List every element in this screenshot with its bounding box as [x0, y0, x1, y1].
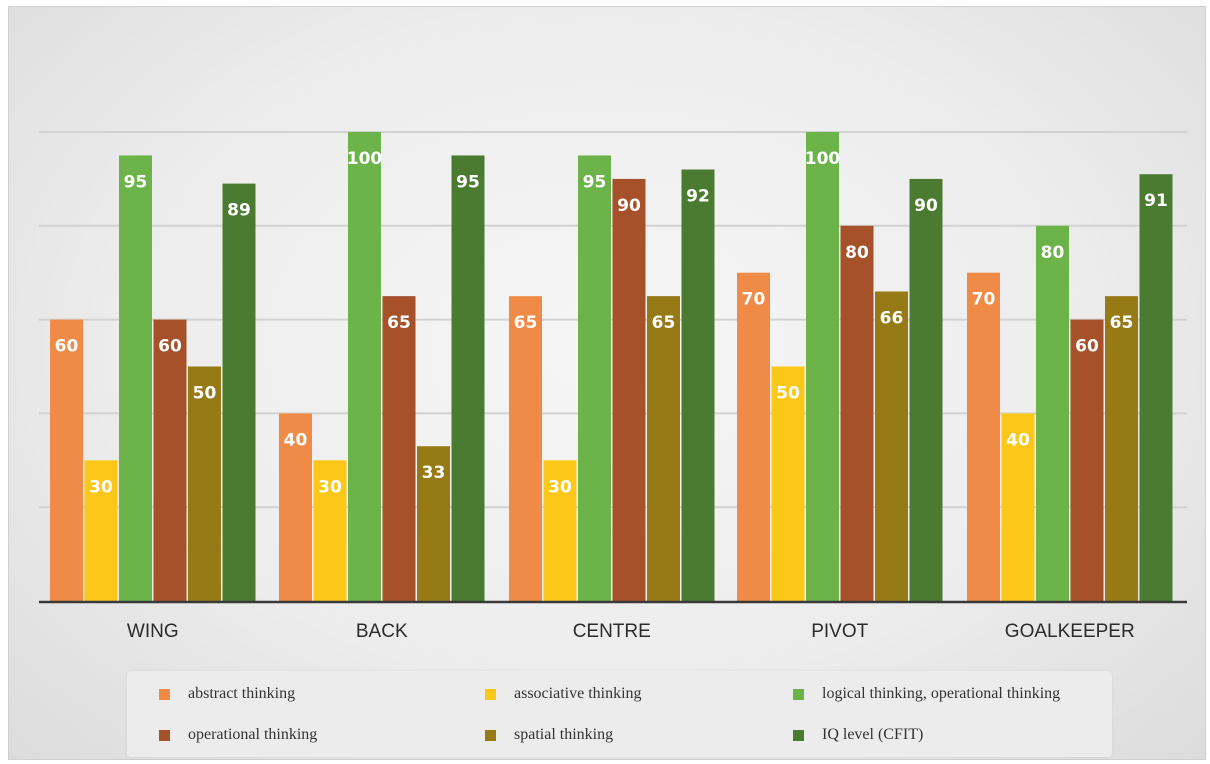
- legend-swatch: [159, 688, 170, 700]
- bar: [84, 460, 118, 601]
- bars: [50, 132, 1173, 602]
- data-label: 95: [124, 172, 148, 192]
- x-axis-labels: WING BACK CENTRE PIVOT GOALKEEPER: [127, 621, 1135, 642]
- legend-swatch: [793, 729, 804, 741]
- bar: [222, 183, 256, 601]
- data-label: 65: [514, 313, 538, 333]
- data-label: 90: [914, 196, 938, 216]
- data-label: 65: [1110, 313, 1134, 333]
- data-label: 60: [158, 337, 182, 357]
- bar: [1070, 319, 1104, 601]
- legend-swatch: [159, 729, 170, 741]
- bar: [451, 155, 485, 601]
- bar: [578, 155, 611, 601]
- data-label: 40: [284, 430, 308, 450]
- data-label: 30: [318, 477, 342, 497]
- legend-label: associative thinking: [514, 685, 642, 702]
- x-tick-label: BACK: [356, 621, 408, 642]
- data-label: 65: [652, 313, 676, 333]
- bar: [417, 446, 450, 601]
- data-label: 60: [55, 337, 79, 357]
- data-label: 33: [422, 463, 446, 483]
- bar: [509, 296, 542, 601]
- data-label: 100: [347, 149, 383, 169]
- bar: [153, 319, 187, 601]
- legend-item-spatial-thinking: spatial thinking: [485, 724, 613, 746]
- bar: [279, 413, 312, 601]
- data-label: 92: [686, 187, 710, 207]
- legend-item-abstract-thinking: abstract thinking: [159, 683, 295, 705]
- data-label: 100: [805, 149, 841, 169]
- data-label: 30: [89, 477, 113, 497]
- data-label: 50: [776, 384, 800, 404]
- legend-item-associative-thinking: associative thinking: [485, 683, 642, 705]
- bar: [119, 155, 152, 601]
- data-label: 60: [1075, 337, 1099, 357]
- bar: [737, 272, 770, 601]
- bar: [313, 460, 347, 601]
- bar: [348, 132, 381, 601]
- legend-swatch: [485, 688, 496, 700]
- bar: [543, 460, 577, 601]
- data-label: 66: [880, 308, 904, 328]
- bar-chart: 60 30 95 60 50 89 40 30 100 65 33 95 65 30 95 90 65 92 70 5…: [39, 131, 1187, 642]
- data-label: 91: [1144, 191, 1168, 211]
- legend-label: spatial thinking: [514, 726, 614, 743]
- data-label: 30: [548, 477, 572, 497]
- bar: [1139, 174, 1173, 601]
- data-labels: 60 30 95 60 50 89 40 30 100 65 33 95 65 30 95 90 65 92 70 5…: [55, 149, 1168, 497]
- legend-item-iq-level: IQ level (CFIT): [793, 724, 923, 746]
- legend-swatch: [793, 688, 804, 700]
- bar: [806, 132, 839, 601]
- bar: [382, 296, 416, 601]
- data-label: 95: [456, 172, 480, 192]
- data-label: 90: [617, 196, 641, 216]
- bar: [612, 178, 646, 601]
- data-label: 40: [1006, 430, 1030, 450]
- legend-label: IQ level (CFIT): [822, 726, 924, 743]
- x-tick-label: PIVOT: [811, 621, 868, 642]
- x-tick-label: CENTRE: [573, 621, 651, 642]
- bar: [875, 291, 908, 601]
- bar: [1001, 413, 1035, 601]
- bar: [909, 178, 943, 601]
- bar: [840, 225, 874, 602]
- data-label: 80: [1041, 243, 1065, 263]
- data-label: 80: [845, 243, 869, 263]
- data-label: 95: [583, 172, 607, 192]
- bar: [50, 319, 83, 601]
- bar: [647, 296, 680, 601]
- data-label: 65: [387, 313, 411, 333]
- legend-item-operational-thinking: operational thinking: [159, 724, 317, 746]
- legend-item-logical-thinking: logical thinking, operational thinking: [793, 683, 1060, 705]
- data-label: 70: [972, 290, 996, 310]
- data-label: 50: [193, 384, 217, 404]
- x-tick-label: GOALKEEPER: [1005, 621, 1135, 642]
- data-label: 89: [227, 201, 251, 221]
- legend-label: operational thinking: [188, 726, 318, 743]
- bar: [771, 366, 805, 601]
- legend-swatch: [485, 729, 496, 741]
- bar: [1105, 296, 1138, 601]
- legend-label: abstract thinking: [188, 685, 296, 702]
- legend-label: logical thinking, operational thinking: [822, 685, 1061, 702]
- chart-frame: 60 30 95 60 50 89 40 30 100 65 33 95 65 30 95 90 65 92 70 5…: [8, 6, 1206, 760]
- bar: [1036, 225, 1069, 602]
- bar: [188, 366, 221, 601]
- data-label: 70: [742, 290, 766, 310]
- bar: [967, 272, 1000, 601]
- legend: abstract thinking associative thinking l…: [127, 671, 1112, 757]
- bar: [681, 169, 715, 601]
- x-tick-label: WING: [127, 621, 179, 642]
